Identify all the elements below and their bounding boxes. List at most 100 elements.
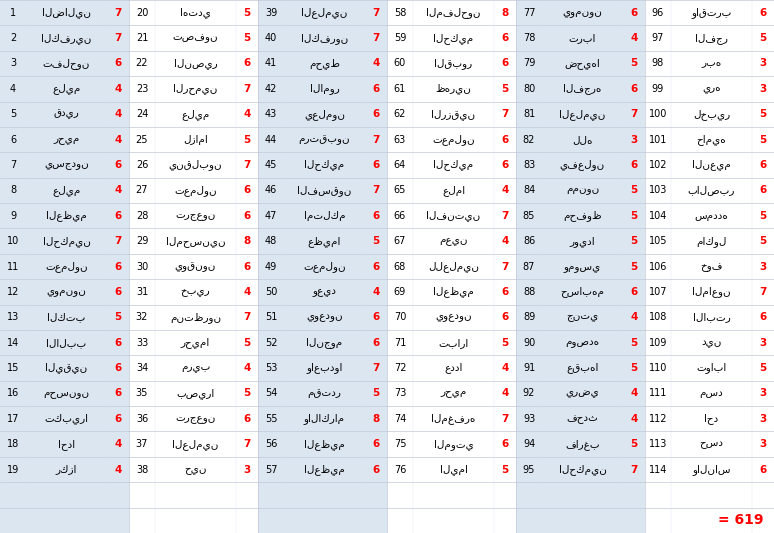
Text: 8: 8 — [243, 236, 251, 246]
Text: 58: 58 — [394, 7, 406, 18]
Text: 4: 4 — [243, 109, 251, 119]
Text: 89: 89 — [523, 312, 535, 322]
Text: 5: 5 — [630, 337, 638, 348]
Text: الرحمين: الرحمين — [173, 83, 217, 94]
Text: النعيم: النعيم — [692, 159, 731, 171]
Text: عظيما: عظيما — [308, 236, 341, 247]
Text: تصفون: تصفون — [173, 33, 218, 43]
Text: 5: 5 — [372, 389, 379, 398]
Text: 5: 5 — [115, 312, 122, 322]
Text: بصيرا: بصيرا — [176, 388, 214, 399]
Text: 6: 6 — [759, 160, 766, 170]
Text: 100: 100 — [649, 109, 667, 119]
Text: 6: 6 — [630, 160, 638, 170]
Text: 49: 49 — [265, 262, 277, 271]
Text: 6: 6 — [502, 59, 509, 68]
Text: 4: 4 — [243, 363, 251, 373]
Text: تعملون: تعملون — [432, 134, 474, 145]
Text: 6: 6 — [759, 465, 766, 474]
Text: مريب: مريب — [181, 363, 211, 373]
Text: 52: 52 — [265, 337, 277, 348]
Text: ترجعون: ترجعون — [176, 414, 216, 424]
Text: 34: 34 — [136, 363, 148, 373]
Text: رحيم: رحيم — [53, 135, 80, 144]
Text: 8: 8 — [372, 414, 379, 424]
Text: 7: 7 — [372, 135, 380, 144]
Text: مقتدر: مقتدر — [307, 389, 341, 398]
Text: 87: 87 — [522, 262, 535, 271]
Text: الحكمين: الحكمين — [43, 236, 91, 247]
Text: 6: 6 — [502, 287, 509, 297]
Text: 6: 6 — [372, 84, 379, 94]
Text: 30: 30 — [136, 262, 148, 271]
Text: 7: 7 — [630, 465, 638, 474]
Text: 5: 5 — [502, 337, 509, 348]
Text: 4: 4 — [502, 236, 509, 246]
Text: 41: 41 — [265, 59, 277, 68]
Text: قدير: قدير — [53, 109, 80, 119]
Text: واقترب: واقترب — [691, 7, 731, 18]
Text: عقبها: عقبها — [567, 362, 598, 374]
Text: 5: 5 — [243, 389, 251, 398]
Text: 97: 97 — [652, 33, 664, 43]
Text: 75: 75 — [394, 439, 406, 449]
Text: العظيم: العظيم — [304, 439, 345, 450]
Text: حين: حين — [184, 465, 207, 474]
Text: 16: 16 — [7, 389, 19, 398]
Text: 81: 81 — [523, 109, 535, 119]
Text: 99: 99 — [652, 84, 664, 94]
Text: 13: 13 — [7, 312, 19, 322]
Text: العلمين: العلمين — [560, 109, 606, 120]
Text: 51: 51 — [265, 312, 277, 322]
Text: 4: 4 — [115, 185, 122, 196]
Text: 6: 6 — [243, 262, 251, 271]
Text: 6: 6 — [759, 7, 766, 18]
Text: مسد: مسد — [700, 389, 724, 398]
Text: 7: 7 — [372, 363, 380, 373]
Text: 61: 61 — [394, 84, 406, 94]
Text: 1: 1 — [10, 7, 16, 18]
Text: الابتر: الابتر — [693, 312, 731, 322]
Text: ماكول: ماكول — [697, 236, 727, 247]
Text: يره: يره — [702, 84, 721, 94]
Text: الماعون: الماعون — [692, 286, 731, 297]
Text: 6: 6 — [243, 59, 251, 68]
Text: العلمين: العلمين — [173, 439, 219, 450]
Text: 6: 6 — [372, 211, 379, 221]
Text: بالصبر: بالصبر — [688, 185, 735, 196]
Text: احد: احد — [704, 413, 718, 424]
Text: 42: 42 — [265, 84, 277, 94]
Bar — [0, 0, 129, 533]
Text: 6: 6 — [243, 414, 251, 424]
Text: 6: 6 — [115, 363, 122, 373]
Text: 6: 6 — [372, 439, 379, 449]
Text: ممنون: ممنون — [566, 185, 599, 196]
Text: 33: 33 — [136, 337, 148, 348]
Text: وعيد: وعيد — [313, 287, 337, 297]
Text: 3: 3 — [759, 262, 766, 271]
Text: 55: 55 — [265, 414, 277, 424]
Text: 85: 85 — [522, 211, 535, 221]
Text: 25: 25 — [135, 135, 149, 144]
Text: 7: 7 — [372, 33, 380, 43]
Text: 29: 29 — [135, 236, 148, 246]
Text: 7: 7 — [115, 33, 122, 43]
Text: رحيما: رحيما — [181, 337, 210, 348]
Bar — [387, 0, 516, 533]
Text: 114: 114 — [649, 465, 667, 474]
Text: جنتي: جنتي — [567, 312, 598, 322]
Text: 65: 65 — [394, 185, 406, 196]
Text: عليم: عليم — [53, 185, 80, 196]
Text: 40: 40 — [265, 33, 277, 43]
Text: 77: 77 — [522, 7, 536, 18]
Text: الفجره: الفجره — [563, 83, 601, 94]
Text: 3: 3 — [10, 59, 16, 68]
Text: 6: 6 — [630, 84, 638, 94]
Text: الموتي: الموتي — [433, 439, 474, 450]
Text: 7: 7 — [243, 439, 251, 449]
Text: اهتدي: اهتدي — [180, 7, 211, 18]
Text: 3: 3 — [759, 439, 766, 449]
Text: تعملون: تعملون — [303, 261, 346, 272]
Text: 20: 20 — [135, 7, 148, 18]
Text: 82: 82 — [522, 135, 535, 144]
